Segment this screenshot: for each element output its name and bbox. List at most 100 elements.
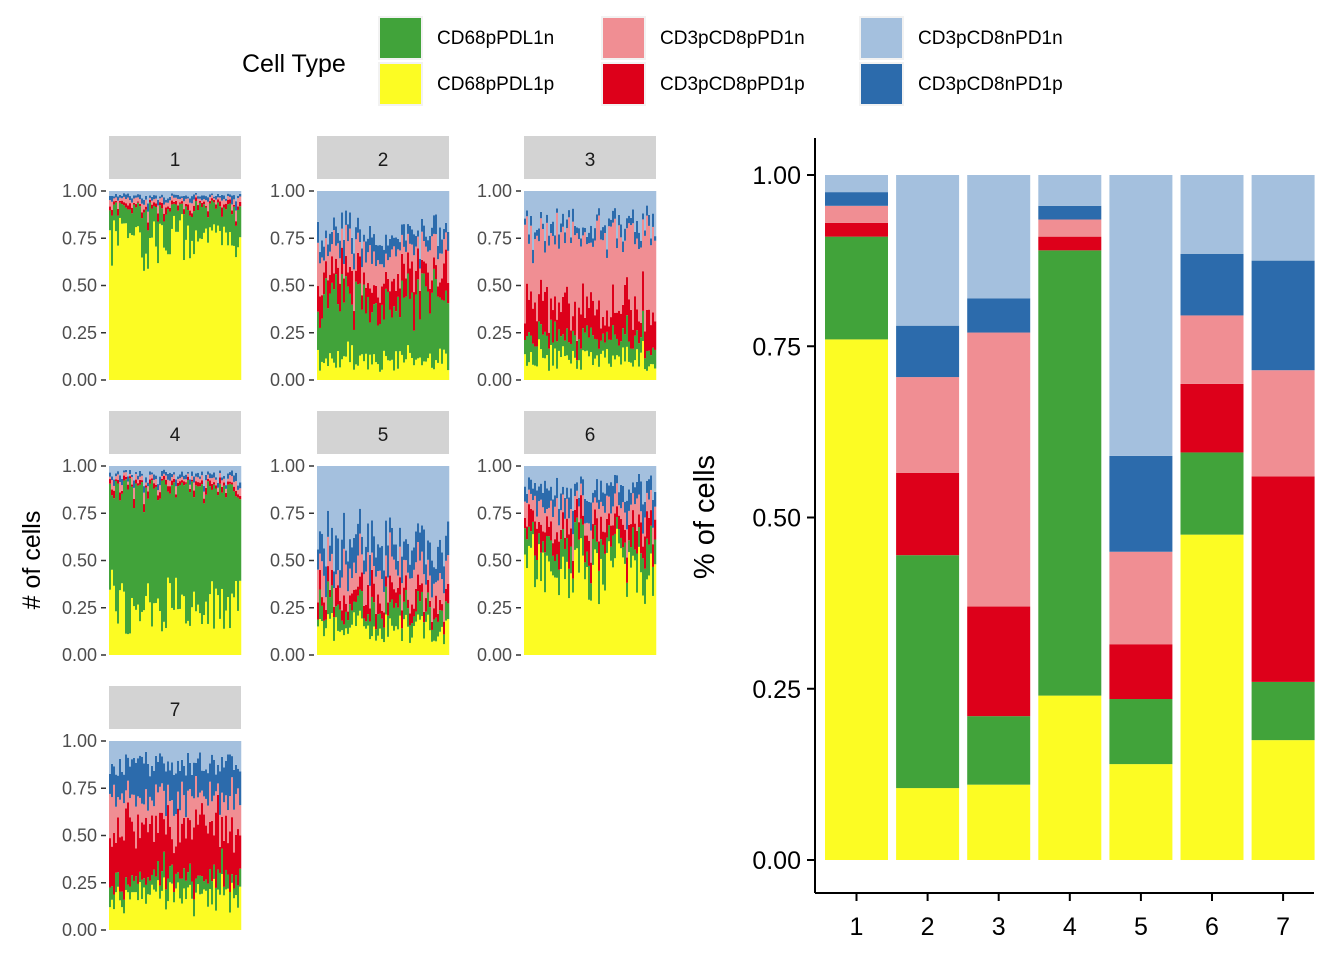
facet-bar-segment	[149, 796, 152, 824]
facet-bar-segment	[205, 487, 208, 495]
facet-bar-segment	[173, 609, 176, 655]
facet-bar-segment	[385, 576, 388, 587]
facet-bar-segment	[528, 243, 531, 300]
facet-bar-segment	[237, 741, 240, 769]
facet-bar-segment	[582, 191, 585, 228]
legend-label: CD68pPDL1n	[437, 28, 554, 49]
facet-bar-segment	[441, 610, 444, 627]
facet-bar-segment	[133, 794, 136, 832]
facet-bar-segment	[405, 560, 408, 576]
facet-bar-segment	[171, 485, 174, 608]
facet-bar-segment	[187, 204, 190, 210]
facet-bar-segment	[554, 539, 557, 561]
facet-bar-segment	[343, 278, 346, 303]
facet-bar-segment	[205, 798, 208, 826]
facet-bar-segment	[622, 304, 625, 329]
facet-bar-segment	[167, 491, 170, 578]
facet-bar-segment	[127, 634, 130, 655]
facet-bar-segment	[323, 575, 326, 603]
facet-bar-segment	[652, 544, 655, 567]
facet-bar-segment	[217, 202, 220, 226]
facet-bar-segment	[542, 229, 545, 301]
facet-bar-segment	[534, 191, 537, 233]
facet-bar-segment	[556, 554, 559, 578]
facet-bar-segment	[329, 251, 332, 275]
facet-bar-segment	[560, 232, 563, 313]
facet-bar-segment	[437, 191, 440, 246]
facet-bar-segment	[229, 191, 232, 195]
facet-bar-segment	[115, 611, 118, 655]
facet-bar-segment	[391, 582, 394, 600]
facet-bar-segment	[359, 191, 362, 230]
facet-bar-segment	[221, 486, 224, 493]
facet-bar-segment	[187, 872, 190, 888]
facet-bar-segment	[199, 752, 202, 793]
facet-bar-segment	[349, 362, 352, 380]
facet-bar-segment	[125, 633, 128, 655]
facet-bar-segment	[433, 268, 436, 370]
facet-bar-segment	[131, 821, 134, 876]
facet-bar-segment	[185, 838, 188, 881]
facet-bar-segment	[125, 199, 128, 204]
facet-bar-segment	[648, 309, 651, 351]
facet-bar-segment	[556, 368, 559, 380]
facet-bar-segment	[638, 232, 641, 250]
facet-bar-segment	[325, 238, 328, 262]
facet-bar-segment	[373, 354, 376, 380]
facet-bar-segment	[225, 191, 228, 199]
facet-bar-segment	[429, 607, 432, 631]
facet-bar-segment	[566, 228, 569, 287]
facet-bar-segment	[319, 466, 322, 532]
facet-bar-segment	[391, 317, 394, 360]
facet-bar-segment	[650, 364, 653, 380]
facet-bar-segment	[375, 640, 378, 655]
facet-bar-segment	[415, 294, 418, 360]
facet-bar-segment	[530, 531, 533, 548]
facet-bar-segment	[171, 741, 174, 763]
facet-y-axis: 0.000.250.500.751.00	[270, 181, 314, 390]
facet-bar-segment	[215, 588, 218, 655]
facet-bar-segment	[321, 318, 324, 362]
facet-bar-segment	[365, 287, 368, 314]
facet-bar-segment	[425, 598, 428, 612]
facet-bar-segment	[157, 484, 160, 491]
facet-bar-segment	[409, 466, 412, 565]
facet-y-tick-label: 0.50	[62, 276, 97, 296]
facet-bar-segment	[439, 348, 442, 380]
facet-bar-segment	[235, 472, 238, 482]
facet-bar-segment	[606, 495, 609, 519]
facet-bar-segment	[640, 191, 643, 241]
facet-y-tick-label: 0.75	[62, 228, 97, 248]
facet-bar-segment	[337, 243, 340, 268]
facet-bar-segment	[335, 191, 338, 227]
facet-bar-segment	[139, 484, 142, 622]
facet-bar-segment	[363, 466, 366, 561]
facet-bar-segment	[185, 482, 188, 484]
facet-bar-segment	[654, 539, 657, 565]
summary-bar-segment	[825, 222, 888, 237]
facet-bar-segment	[235, 257, 238, 380]
facet-bar-segment	[610, 466, 613, 483]
facet-bar-segment	[526, 493, 529, 503]
facet-bar-segment	[231, 482, 234, 485]
facet-bar-segment	[237, 489, 240, 495]
facet-bar-segment	[377, 570, 380, 595]
facet-bar-segment	[548, 191, 551, 236]
facet-bar-segment	[145, 191, 148, 196]
summary-bar-segment	[1109, 551, 1173, 645]
facet-bar-segment	[123, 591, 126, 655]
facet-bar-segment	[556, 208, 559, 213]
facet-bar-segment	[413, 547, 416, 570]
facet-bar-segment	[568, 497, 571, 519]
summary-y-tick-label: 1.00	[752, 162, 801, 190]
facet-bar-segment	[111, 480, 114, 490]
facet-bar-segment	[207, 478, 210, 482]
facet-bar-segment	[395, 626, 398, 655]
facet-bar-segment	[125, 191, 128, 195]
facet-bar-segment	[353, 612, 356, 655]
facet-bar-segment	[546, 509, 549, 517]
summary-bar-segment	[967, 175, 1031, 299]
facet-bar-segment	[169, 254, 172, 380]
facet-bar-segment	[217, 595, 220, 655]
facet-bar-segment	[644, 501, 647, 518]
